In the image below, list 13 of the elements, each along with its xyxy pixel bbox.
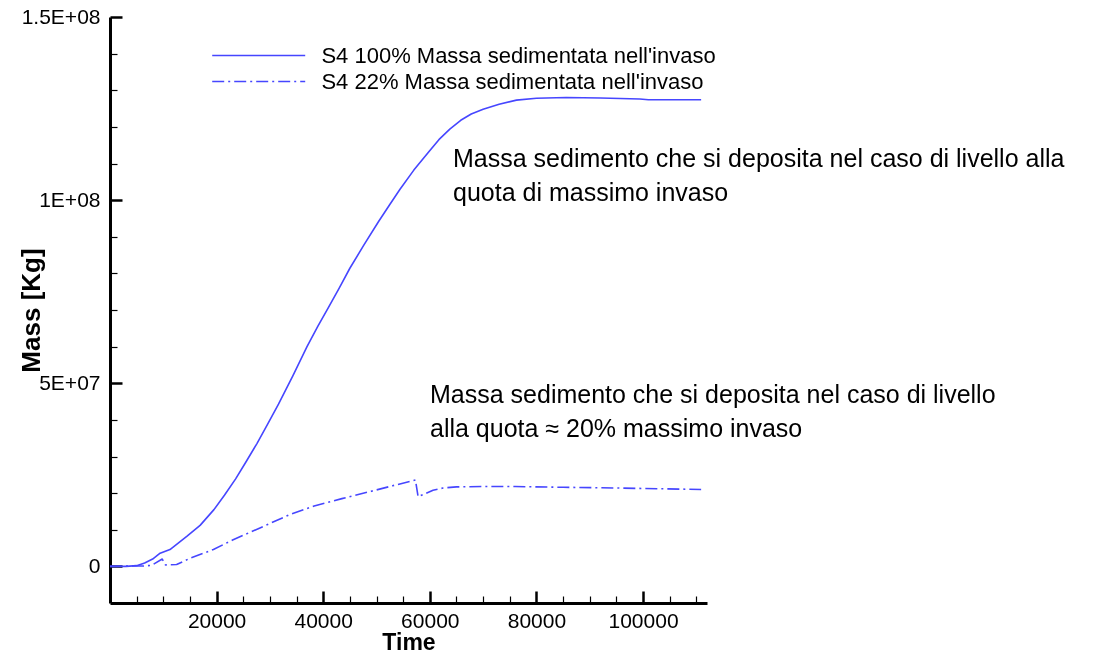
x-tick-label: 80000	[507, 608, 567, 632]
y-tick-label: 0	[88, 553, 101, 577]
x-tick-label: 20000	[187, 608, 247, 632]
y-axis-title: Mass [Kg]	[15, 248, 46, 373]
x-tick-label: 100000	[608, 608, 679, 632]
y-tick-label: 5E+07	[39, 370, 101, 394]
x-tick-label: 40000	[294, 608, 353, 632]
y-tick-label: 1.5E+08	[21, 4, 101, 28]
y-tick-label: 1E+08	[39, 187, 101, 211]
annotation: Massa sedimento che si deposita nel caso di livello alla quota ≈ 20% massimo invaso	[430, 380, 996, 442]
annotation: Massa sedimento che si deposita nel caso di livello alla quota di massimo invaso	[453, 144, 1065, 206]
legend-label: S4 22% Massa sedimentata nell'invaso	[321, 68, 704, 94]
legend-label: S4 100% Massa sedimentata nell'invaso	[321, 42, 716, 68]
